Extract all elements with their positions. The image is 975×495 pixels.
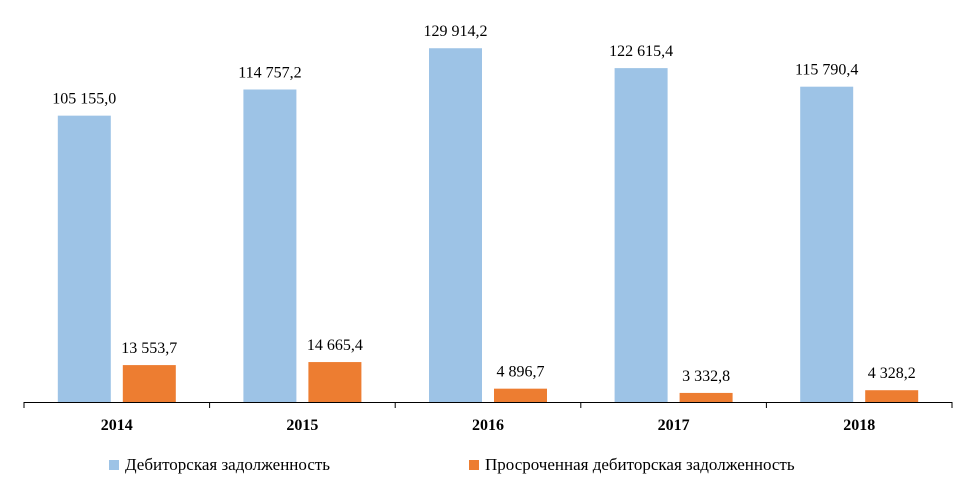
bar-receivables-2014 bbox=[57, 115, 111, 402]
data-label-overdue-2016: 4 896,7 bbox=[497, 364, 545, 381]
bar-overdue-2014 bbox=[122, 365, 176, 402]
data-label-receivables-2017: 122 615,4 bbox=[609, 43, 673, 60]
data-labels-layer: 105 155,0 13 553,7 114 757,2 14 665,4 129 91… bbox=[52, 23, 915, 385]
legend: Дебиторская задолженность Просроченная де… bbox=[109, 455, 795, 474]
data-label-receivables-2014: 105 155,0 bbox=[52, 91, 116, 108]
legend-swatch-receivables bbox=[109, 460, 119, 470]
x-tick-label-2016: 2016 bbox=[472, 417, 504, 434]
data-label-overdue-2015: 14 665,4 bbox=[307, 337, 363, 354]
data-label-overdue-2018: 4 328,2 bbox=[868, 365, 916, 382]
bar-receivables-2015 bbox=[243, 89, 297, 402]
data-label-receivables-2015: 114 757,2 bbox=[238, 65, 301, 82]
legend-label-receivables: Дебиторская задолженность bbox=[125, 455, 330, 474]
data-label-receivables-2016: 129 914,2 bbox=[424, 23, 488, 40]
data-label-overdue-2017: 3 332,8 bbox=[682, 368, 730, 385]
data-label-overdue-2014: 13 553,7 bbox=[121, 340, 177, 357]
bar-receivables-2018 bbox=[800, 86, 854, 402]
x-tick-label-2018: 2018 bbox=[843, 417, 875, 434]
legend-swatch-overdue bbox=[469, 460, 479, 470]
bar-overdue-2015 bbox=[308, 362, 362, 402]
x-tick-label-2014: 2014 bbox=[101, 417, 133, 434]
x-axis: 2014 2015 2016 2017 2018 bbox=[23, 402, 953, 434]
bar-overdue-2018 bbox=[865, 390, 919, 402]
x-tick-label-2017: 2017 bbox=[658, 417, 690, 434]
bar-receivables-2016 bbox=[429, 48, 482, 402]
bar-overdue-2017 bbox=[679, 392, 733, 402]
legend-label-overdue: Просроченная дебиторская задолженность bbox=[485, 455, 795, 474]
data-label-receivables-2018: 115 790,4 bbox=[795, 62, 858, 79]
x-tick-label-2015: 2015 bbox=[286, 417, 318, 434]
bars-layer bbox=[57, 48, 919, 403]
bar-overdue-2016 bbox=[494, 388, 547, 402]
bar-receivables-2017 bbox=[614, 68, 668, 403]
